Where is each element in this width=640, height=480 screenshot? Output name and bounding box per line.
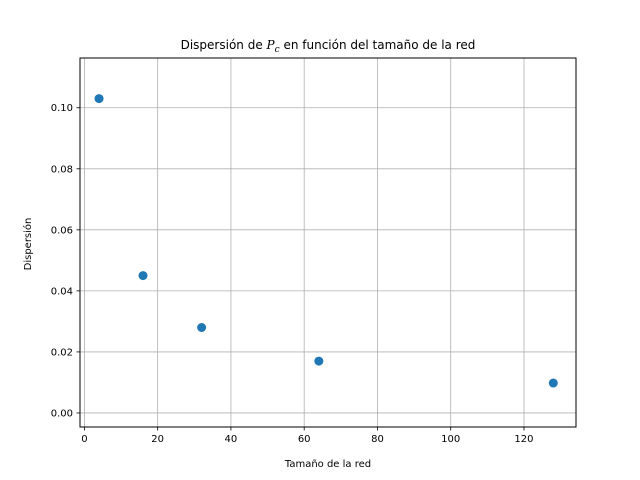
y-tick-label: 0.02: [51, 347, 73, 358]
x-tick-label: 100: [441, 434, 460, 445]
chart-title-math: P: [266, 38, 276, 52]
y-tick-label: 0.00: [51, 408, 73, 419]
y-tick-label: 0.06: [51, 225, 73, 236]
x-tick-label: 80: [371, 434, 384, 445]
plot-frame: [79, 57, 577, 428]
data-point: [548, 378, 558, 388]
x-tick-label: 120: [514, 434, 533, 445]
data-point: [94, 94, 104, 104]
grid-lines: [80, 58, 576, 427]
x-tick-label: 0: [81, 434, 87, 445]
x-tick-label: 60: [298, 434, 311, 445]
y-axis-label: Dispersión: [22, 218, 34, 271]
chart-title: Dispersión de Pc en función del tamaño d…: [181, 38, 476, 55]
chart-title-math-sub: c: [275, 45, 280, 55]
chart-title-prefix: Dispersión de: [181, 38, 267, 52]
data-point: [138, 271, 148, 281]
y-tick-label: 0.08: [51, 164, 73, 175]
data-point: [314, 356, 324, 366]
x-tick-label: 20: [151, 434, 164, 445]
data-points: [94, 94, 558, 388]
data-point: [197, 323, 207, 333]
y-tick-label: 0.04: [51, 286, 73, 297]
x-axis-label: Tamaño de la red: [284, 459, 371, 470]
chart-title-suffix: en función del tamaño de la red: [280, 38, 476, 52]
x-tick-label: 40: [225, 434, 238, 445]
y-tick-label: 0.10: [51, 103, 73, 114]
axis-ticks: 0 20 40 60 80 100 120 0.00 0.02 0.04 0.06 0.08 0.10: [51, 103, 534, 445]
